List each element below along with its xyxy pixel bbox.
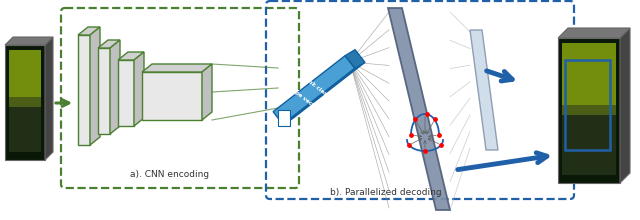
Text: b). Parallelized decoding: b). Parallelized decoding bbox=[330, 188, 442, 197]
Polygon shape bbox=[142, 72, 202, 120]
Polygon shape bbox=[5, 45, 45, 160]
Polygon shape bbox=[202, 64, 212, 120]
Point bbox=[410, 117, 420, 121]
Polygon shape bbox=[90, 27, 100, 145]
Polygon shape bbox=[98, 48, 110, 134]
Polygon shape bbox=[134, 52, 144, 126]
Point bbox=[422, 112, 432, 116]
Point bbox=[434, 133, 444, 137]
Text: Mask class: Mask class bbox=[300, 74, 330, 98]
Point bbox=[430, 117, 440, 121]
Polygon shape bbox=[470, 30, 498, 150]
Text: a). CNN encoding: a). CNN encoding bbox=[131, 170, 209, 179]
Point bbox=[406, 133, 416, 137]
Polygon shape bbox=[283, 62, 365, 124]
Polygon shape bbox=[78, 35, 90, 145]
Text: shape vector: shape vector bbox=[285, 83, 319, 111]
Point bbox=[436, 143, 446, 147]
Point bbox=[420, 149, 430, 153]
Point bbox=[404, 143, 414, 147]
Polygon shape bbox=[278, 110, 290, 126]
Polygon shape bbox=[118, 52, 144, 60]
Polygon shape bbox=[388, 8, 450, 210]
Polygon shape bbox=[78, 27, 100, 35]
Polygon shape bbox=[142, 64, 212, 72]
Polygon shape bbox=[558, 38, 620, 183]
Polygon shape bbox=[9, 50, 41, 107]
Polygon shape bbox=[118, 60, 134, 126]
Polygon shape bbox=[5, 37, 53, 45]
Polygon shape bbox=[345, 50, 365, 68]
Polygon shape bbox=[110, 40, 120, 134]
Polygon shape bbox=[9, 97, 41, 152]
Polygon shape bbox=[562, 105, 616, 175]
Polygon shape bbox=[620, 28, 630, 183]
Polygon shape bbox=[45, 37, 53, 160]
Polygon shape bbox=[98, 40, 120, 48]
Polygon shape bbox=[558, 28, 630, 38]
Polygon shape bbox=[273, 56, 355, 124]
Polygon shape bbox=[562, 43, 616, 115]
